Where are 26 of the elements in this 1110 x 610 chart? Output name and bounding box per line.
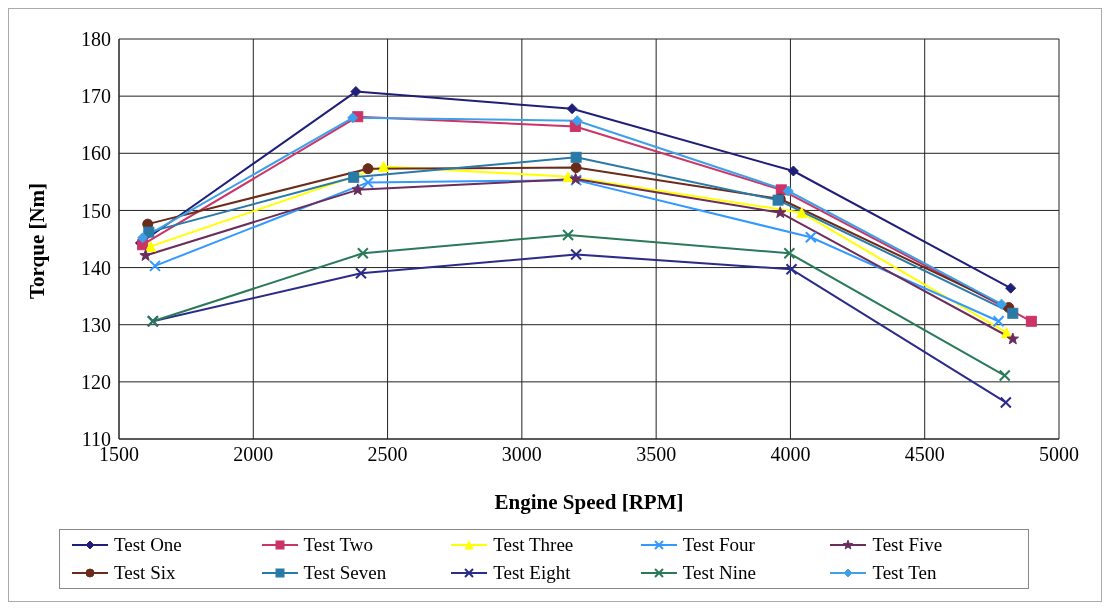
x-tick-label: 2000 — [233, 443, 274, 466]
y-tick-label: 170 — [81, 85, 111, 108]
x-tick-label: 4500 — [904, 443, 945, 466]
x-tick-label: 3000 — [501, 443, 542, 466]
legend-label: Test Eight — [493, 562, 571, 584]
y-tick-label: 150 — [81, 199, 111, 222]
legend-label: Test Nine — [682, 562, 756, 584]
legend-label: Test Six — [114, 562, 176, 584]
y-tick-label: 130 — [81, 313, 111, 336]
x-tick-label: 3500 — [636, 443, 677, 466]
y-tick-label: 160 — [81, 142, 111, 165]
y-tick-label: 180 — [81, 28, 111, 51]
legend-label: Test Four — [682, 534, 755, 556]
legend-label: Test Three — [493, 534, 574, 556]
legend-label: Test Ten — [872, 562, 937, 584]
legend-label: Test Seven — [303, 562, 387, 584]
legend-label: Test One — [114, 534, 182, 556]
x-tick-label: 2500 — [367, 443, 408, 466]
x-tick-label: 4000 — [770, 443, 811, 466]
y-tick-label: 120 — [81, 370, 111, 393]
y-axis-title: Torque [Nm] — [25, 182, 50, 299]
x-tick-label: 5000 — [1039, 443, 1079, 466]
y-tick-label: 140 — [81, 256, 111, 279]
legend-label: Test Two — [303, 534, 373, 556]
x-axis-title: Engine Speed [RPM] — [494, 490, 684, 514]
legend-label: Test Five — [872, 534, 943, 556]
